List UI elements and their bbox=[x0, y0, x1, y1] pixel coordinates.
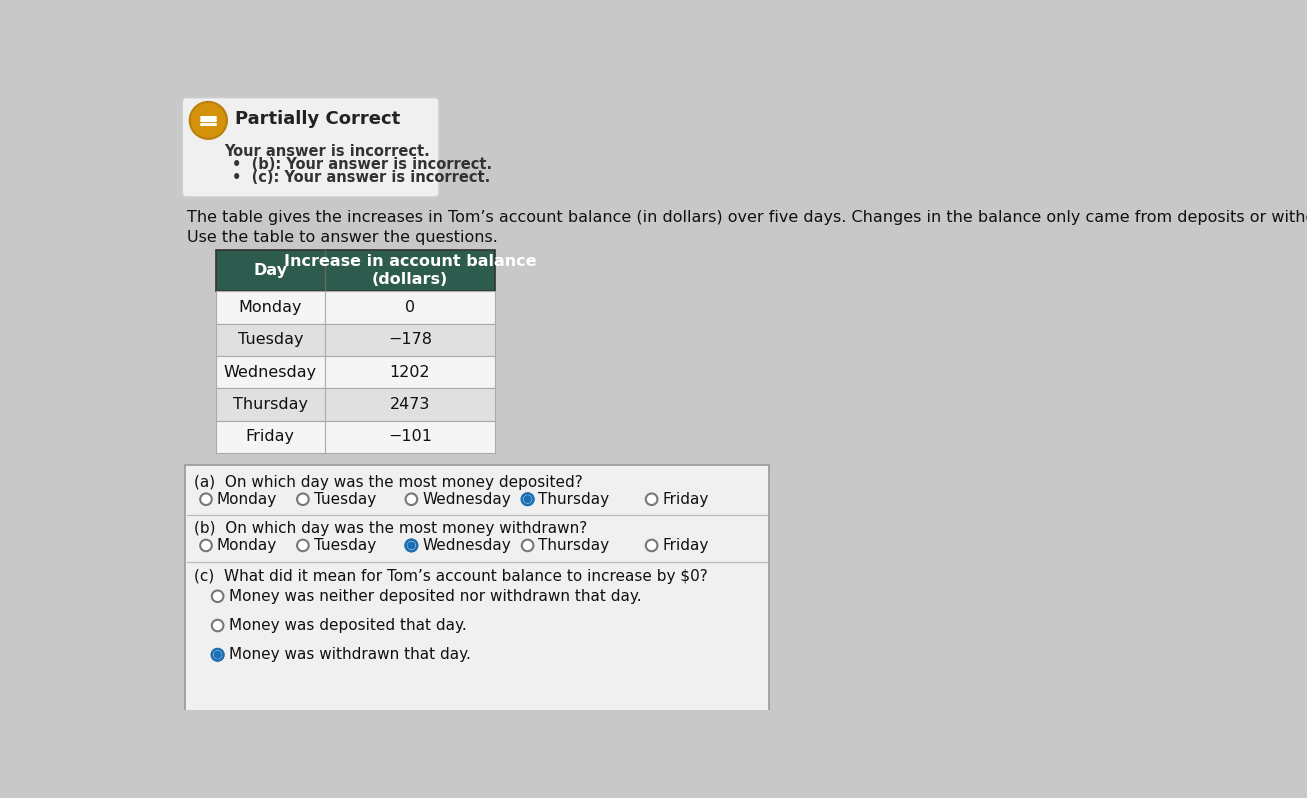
FancyBboxPatch shape bbox=[216, 250, 495, 291]
Circle shape bbox=[212, 591, 223, 602]
Text: Tuesday: Tuesday bbox=[314, 492, 376, 507]
FancyBboxPatch shape bbox=[186, 465, 770, 715]
Text: Tuesday: Tuesday bbox=[314, 538, 376, 553]
FancyBboxPatch shape bbox=[216, 389, 495, 421]
Text: (b)  On which day was the most money withdrawn?: (b) On which day was the most money with… bbox=[195, 521, 588, 535]
Text: Your answer is incorrect.: Your answer is incorrect. bbox=[223, 144, 430, 159]
Text: (a)  On which day was the most money deposited?: (a) On which day was the most money depo… bbox=[195, 475, 583, 490]
Text: 0: 0 bbox=[405, 300, 414, 315]
Text: Wednesday: Wednesday bbox=[223, 365, 316, 380]
Text: 2473: 2473 bbox=[389, 397, 430, 412]
Circle shape bbox=[212, 649, 223, 661]
Circle shape bbox=[521, 539, 533, 551]
FancyBboxPatch shape bbox=[163, 96, 1176, 710]
Text: (c)  What did it mean for Tom’s account balance to increase by $0?: (c) What did it mean for Tom’s account b… bbox=[195, 568, 708, 583]
Text: Monday: Monday bbox=[239, 300, 302, 315]
Circle shape bbox=[405, 539, 417, 551]
Text: Wednesday: Wednesday bbox=[422, 538, 511, 553]
Circle shape bbox=[646, 493, 657, 505]
Circle shape bbox=[297, 539, 308, 551]
Text: Wednesday: Wednesday bbox=[422, 492, 511, 507]
Text: Partially Correct: Partially Correct bbox=[235, 110, 401, 128]
Circle shape bbox=[524, 496, 531, 503]
Text: Monday: Monday bbox=[217, 538, 277, 553]
Text: Monday: Monday bbox=[217, 492, 277, 507]
Circle shape bbox=[646, 539, 657, 551]
Text: Thursday: Thursday bbox=[538, 538, 609, 553]
Text: Money was withdrawn that day.: Money was withdrawn that day. bbox=[229, 647, 471, 662]
Text: Increase in account balance
(dollars): Increase in account balance (dollars) bbox=[284, 254, 536, 287]
Text: −178: −178 bbox=[388, 332, 431, 347]
Circle shape bbox=[212, 620, 223, 631]
Text: •  (b): Your answer is incorrect.: • (b): Your answer is incorrect. bbox=[231, 157, 491, 172]
Circle shape bbox=[408, 542, 414, 549]
Text: Money was neither deposited nor withdrawn that day.: Money was neither deposited nor withdraw… bbox=[229, 589, 642, 604]
Circle shape bbox=[405, 493, 417, 505]
Text: Day: Day bbox=[254, 263, 288, 278]
Text: The table gives the increases in Tom’s account balance (in dollars) over five da: The table gives the increases in Tom’s a… bbox=[187, 210, 1307, 225]
Text: Tuesday: Tuesday bbox=[238, 332, 303, 347]
Text: Friday: Friday bbox=[663, 492, 708, 507]
FancyBboxPatch shape bbox=[216, 421, 495, 453]
Text: Thursday: Thursday bbox=[538, 492, 609, 507]
Text: •  (c): Your answer is incorrect.: • (c): Your answer is incorrect. bbox=[231, 171, 490, 185]
Circle shape bbox=[214, 651, 221, 658]
Text: Friday: Friday bbox=[246, 429, 295, 444]
Text: −101: −101 bbox=[388, 429, 431, 444]
Text: 1202: 1202 bbox=[389, 365, 430, 380]
FancyBboxPatch shape bbox=[216, 324, 495, 356]
Text: Money was deposited that day.: Money was deposited that day. bbox=[229, 618, 467, 633]
FancyBboxPatch shape bbox=[216, 291, 495, 324]
Circle shape bbox=[190, 102, 227, 139]
Text: Use the table to answer the questions.: Use the table to answer the questions. bbox=[187, 230, 498, 245]
Text: Thursday: Thursday bbox=[233, 397, 308, 412]
Circle shape bbox=[200, 539, 212, 551]
Circle shape bbox=[297, 493, 308, 505]
FancyBboxPatch shape bbox=[182, 97, 439, 197]
Circle shape bbox=[521, 493, 533, 505]
FancyBboxPatch shape bbox=[216, 356, 495, 389]
Circle shape bbox=[200, 493, 212, 505]
Text: Friday: Friday bbox=[663, 538, 708, 553]
